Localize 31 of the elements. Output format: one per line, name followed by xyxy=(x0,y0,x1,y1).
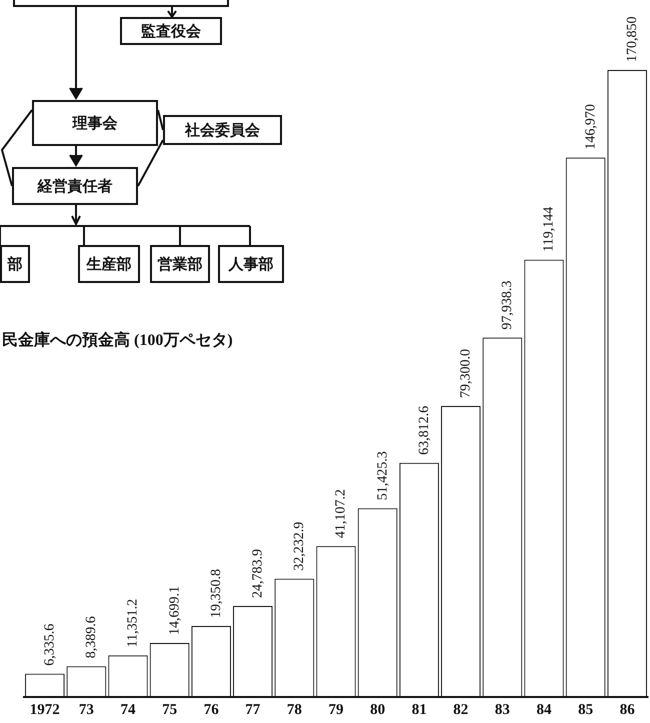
x-tick-label: 79 xyxy=(328,702,344,718)
x-tick-label: 83 xyxy=(494,702,510,718)
x-tick-label: 86 xyxy=(620,702,636,718)
data-label: 63,812.6 xyxy=(416,406,432,455)
x-tick-label: 85 xyxy=(578,702,594,718)
data-label: 8,389.6 xyxy=(84,616,100,658)
text: 民金庫への預金高 (100万ペセタ) xyxy=(2,330,233,351)
x-tick-label: 80 xyxy=(370,702,386,718)
data-label: 41,107.2 xyxy=(334,489,349,538)
x-tick-label: 81 xyxy=(412,702,427,718)
data-label: 24,783.9 xyxy=(250,549,266,598)
data-label: 51,425.3 xyxy=(375,451,390,500)
x-tick-label: 76 xyxy=(204,702,220,718)
x-tick-label: 73 xyxy=(78,702,94,718)
data-label: 79,300.0 xyxy=(458,348,474,398)
data-label: 97,938.3 xyxy=(500,280,516,330)
x-tick-label: 77 xyxy=(245,702,261,718)
x-tick-label: 82 xyxy=(453,702,468,718)
x-tick-label: 78 xyxy=(286,702,302,718)
data-label: 14,699.1 xyxy=(167,586,182,636)
x-tick-label: 75 xyxy=(162,702,178,718)
data-label: 146,970 xyxy=(583,104,598,150)
data-label: 119,144 xyxy=(542,206,557,252)
data-label: 11,351.2 xyxy=(126,598,141,648)
x-tick-label: 1972 xyxy=(30,702,60,718)
data-label: 19,350.8 xyxy=(208,568,224,618)
data-label: 170,850 xyxy=(624,16,640,62)
data-label: 32,232.9 xyxy=(292,522,308,571)
x-tick-label: 74 xyxy=(120,702,136,718)
x-tick-label: 84 xyxy=(536,702,552,718)
data-label: 6,335.6 xyxy=(42,624,58,666)
